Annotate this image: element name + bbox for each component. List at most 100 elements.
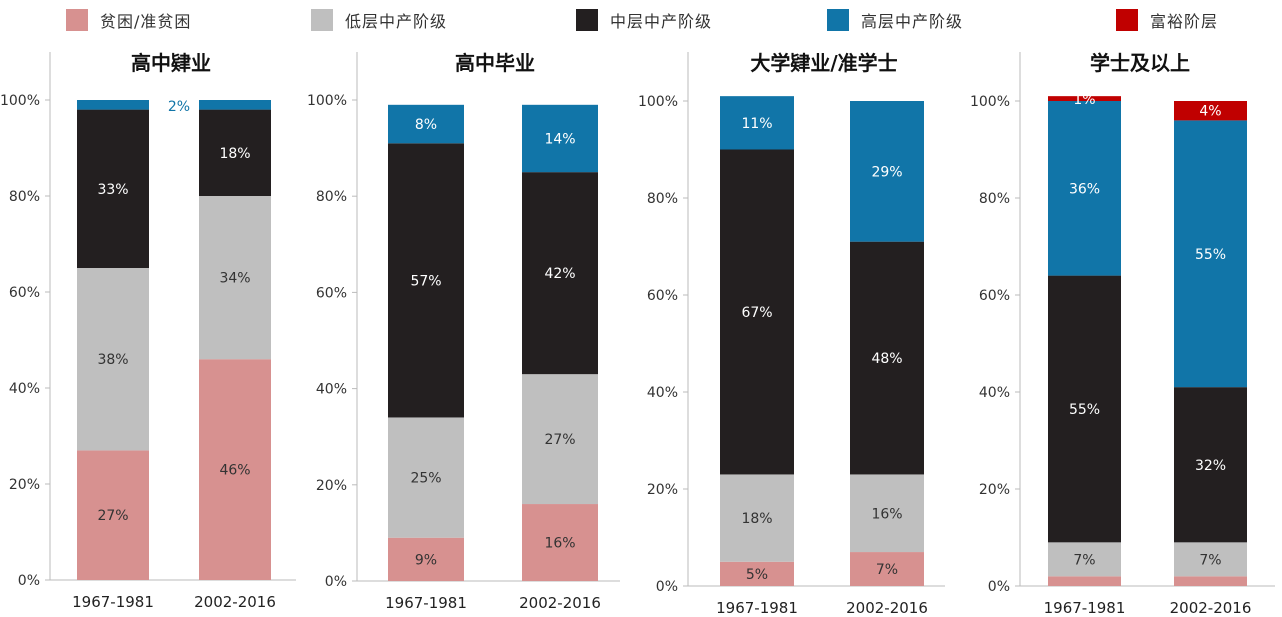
chart-title: 高中肄业	[131, 51, 211, 75]
legend-item-upper-middle: 高层中产阶级	[827, 8, 963, 32]
legend-label-poverty: 贫困/准贫困	[100, 12, 192, 31]
data-label: 18%	[219, 146, 250, 162]
x-tick-label: 1967-1981	[716, 599, 798, 617]
y-tick-label: 100%	[0, 93, 40, 109]
chart-panel-2: 高中毕业 0% 20% 40% 60% 80% 100% 9% 25% 57% 8% 1967-198…	[307, 51, 620, 612]
bar-segment-middle	[1048, 275, 1121, 543]
data-label: 55%	[1195, 247, 1226, 263]
data-label: 7%	[1199, 552, 1221, 568]
y-tick-label: 40%	[9, 381, 40, 397]
legend-item-lower-middle: 低层中产阶级	[311, 8, 447, 32]
y-tick-label: 20%	[9, 477, 40, 493]
bar-segment-affluent	[1174, 101, 1247, 121]
data-label: 33%	[97, 182, 128, 198]
y-tick-label: 60%	[9, 285, 40, 301]
data-label: 14%	[544, 131, 575, 147]
bar-segment-middle	[77, 109, 149, 268]
bar-segment-poverty	[199, 359, 271, 580]
y-tick-label: 0%	[656, 579, 678, 595]
y-tick-label: 0%	[988, 579, 1010, 595]
chart-title: 大学肄业/准学士	[750, 51, 897, 75]
bar-segment-lower-middle	[1048, 542, 1121, 577]
bar-segment-poverty	[1174, 576, 1247, 586]
chart-title: 学士及以上	[1090, 51, 1190, 75]
bar-segment-middle	[850, 241, 924, 475]
data-label: 5%	[746, 567, 768, 583]
data-label: 25%	[410, 471, 441, 487]
bar-segment-upper-middle	[1174, 120, 1247, 388]
chart-panel-4: 学士及以上 0% 20% 40% 60% 80% 100% 7% 55% 36% 1% 1967-19…	[970, 51, 1275, 617]
data-label: 11%	[741, 116, 772, 132]
bar-segment-poverty	[522, 504, 598, 581]
legend: 贫困/准贫困 低层中产阶级 中层中产阶级 高层中产阶级 富裕阶层	[0, 0, 1282, 44]
bar-segment-affluent	[1048, 96, 1121, 101]
bar-segment-upper-middle	[720, 96, 794, 150]
data-label: 27%	[544, 432, 575, 448]
x-tick-label: 2002-2016	[1170, 599, 1252, 617]
x-tick-label: 1967-1981	[72, 593, 154, 611]
data-label: 34%	[219, 271, 250, 287]
y-tick-label: 60%	[316, 285, 347, 301]
data-label: 46%	[219, 463, 250, 479]
bar-segment-upper-middle	[199, 100, 271, 110]
chart-title: 高中毕业	[455, 51, 535, 75]
bar-segment-upper-middle	[388, 104, 464, 144]
bar-segment-poverty	[1048, 576, 1121, 586]
y-tick-label: 80%	[9, 189, 40, 205]
bar-segment-upper-middle	[77, 100, 149, 110]
data-label: 9%	[415, 552, 437, 568]
bar-segment-upper-middle	[850, 101, 924, 242]
y-tick-label: 60%	[979, 288, 1010, 304]
bar-segment-lower-middle	[1174, 542, 1247, 577]
data-label: 16%	[871, 506, 902, 522]
y-tick-label: 80%	[316, 189, 347, 205]
y-tick-label: 0%	[325, 574, 347, 590]
x-tick-label: 2002-2016	[846, 599, 928, 617]
bar-segment-poverty	[720, 561, 794, 586]
bar-segment-middle	[199, 109, 271, 196]
x-tick-label: 1967-1981	[1044, 599, 1126, 617]
data-label: 42%	[544, 266, 575, 282]
legend-swatch-upper-middle	[827, 9, 849, 31]
bar-segment-middle	[388, 143, 464, 418]
data-label: 1%	[1073, 92, 1095, 108]
y-tick-label: 40%	[979, 385, 1010, 401]
y-tick-label: 40%	[316, 382, 347, 398]
data-label: 7%	[876, 562, 898, 578]
y-tick-label: 100%	[638, 94, 678, 110]
data-label: 55%	[1069, 402, 1100, 418]
data-label: 2%	[168, 99, 190, 115]
bar-segment-upper-middle	[1048, 101, 1121, 276]
x-tick-label: 2002-2016	[194, 593, 276, 611]
legend-label-affluent: 富裕阶层	[1150, 12, 1219, 31]
y-tick-label: 20%	[316, 478, 347, 494]
legend-swatch-affluent	[1116, 9, 1138, 31]
y-tick-label: 60%	[647, 288, 678, 304]
bar-segment-lower-middle	[199, 196, 271, 360]
bar-segment-lower-middle	[720, 474, 794, 562]
data-label: 36%	[1069, 181, 1100, 197]
legend-label-middle: 中层中产阶级	[610, 12, 713, 31]
y-tick-label: 20%	[979, 482, 1010, 498]
data-label: 16%	[544, 536, 575, 552]
data-label: 48%	[871, 351, 902, 367]
legend-item-middle: 中层中产阶级	[576, 8, 712, 32]
data-label: 67%	[741, 305, 772, 321]
y-tick-label: 0%	[18, 573, 40, 589]
bar-segment-upper-middle	[522, 104, 598, 173]
bar-segment-lower-middle	[522, 374, 598, 505]
y-tick-label: 80%	[647, 191, 678, 207]
bar-segment-poverty	[850, 552, 924, 586]
data-label: 57%	[410, 273, 441, 289]
bar-segment-middle	[522, 172, 598, 375]
legend-item-affluent: 富裕阶层	[1116, 8, 1218, 32]
chart-panel-3: 大学肄业/准学士 0% 20% 40% 60% 80% 100% 5% 18% 67% 11% 196…	[638, 51, 945, 617]
x-tick-label: 1967-1981	[385, 594, 467, 612]
bar-segment-lower-middle	[388, 417, 464, 538]
data-label: 32%	[1195, 458, 1226, 474]
y-tick-label: 40%	[647, 385, 678, 401]
y-tick-label: 20%	[647, 482, 678, 498]
legend-label-upper-middle: 高层中产阶级	[861, 12, 964, 31]
legend-item-poverty: 贫困/准贫困	[66, 8, 191, 32]
